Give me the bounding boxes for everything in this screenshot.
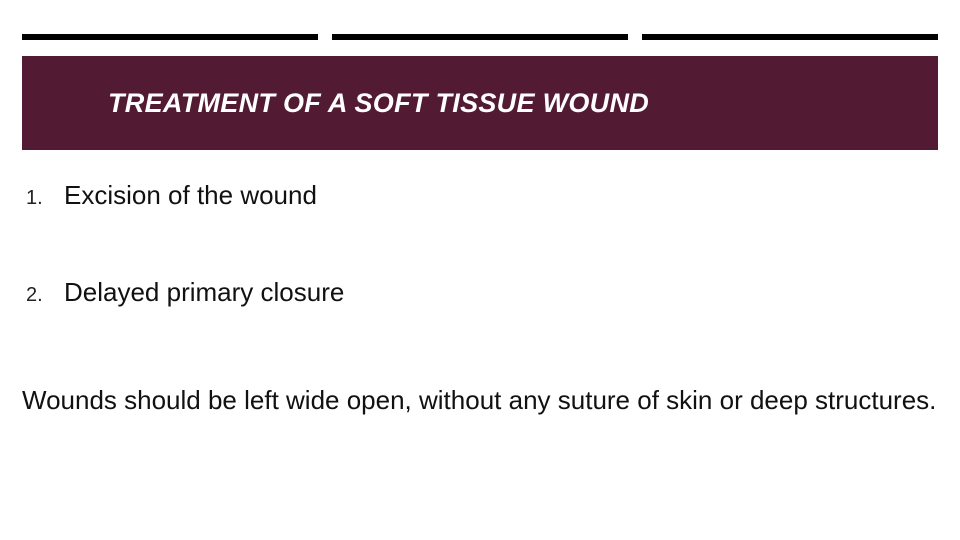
- list-area: 1. Excision of the wound 2. Delayed prim…: [22, 180, 938, 374]
- list-item: 2. Delayed primary closure: [22, 277, 938, 308]
- list-number: 2.: [22, 284, 56, 307]
- list-number: 1.: [22, 187, 56, 210]
- list-text: Excision of the wound: [56, 180, 317, 211]
- dash-segment: [642, 34, 938, 42]
- dash-segment: [332, 34, 628, 42]
- dash-segment: [22, 34, 318, 42]
- slide: TREATMENT OF A SOFT TISSUE WOUND 1. Exci…: [0, 0, 960, 540]
- body-text: Wounds should be left wide open, without…: [22, 380, 938, 420]
- title-band: TREATMENT OF A SOFT TISSUE WOUND: [22, 56, 938, 150]
- top-dash-row: [22, 34, 938, 42]
- list-text: Delayed primary closure: [56, 277, 344, 308]
- slide-title: TREATMENT OF A SOFT TISSUE WOUND: [108, 88, 649, 119]
- list-item: 1. Excision of the wound: [22, 180, 938, 211]
